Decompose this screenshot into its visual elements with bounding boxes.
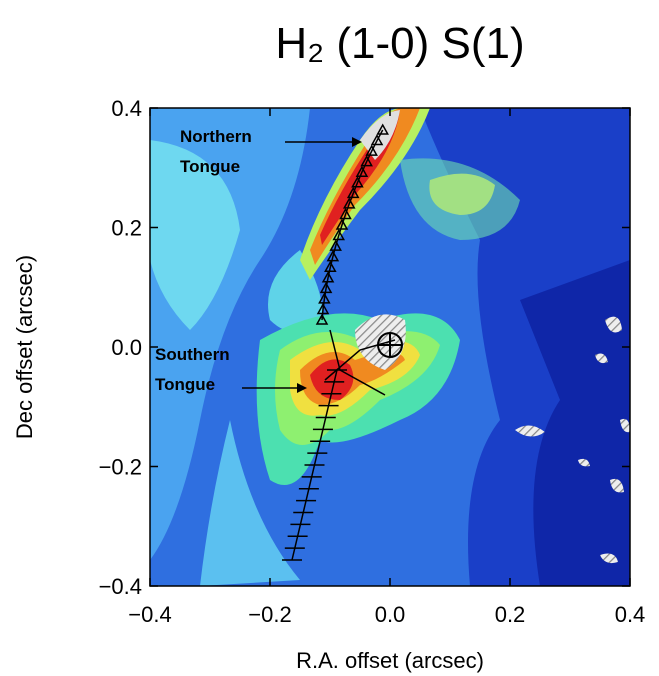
x-tick-label: −0.4: [128, 602, 171, 627]
track-marker: [346, 186, 360, 199]
track-line: [329, 329, 386, 396]
track-marker: [321, 271, 335, 283]
map-image: [150, 108, 630, 586]
annotation-text: Southern: [155, 345, 230, 364]
track-marker: [324, 260, 337, 272]
source-marker: [377, 332, 403, 358]
x-tick-label: 0.2: [495, 602, 526, 627]
track-marker: [360, 155, 373, 167]
track-marker: [319, 281, 333, 294]
track-marker: [365, 144, 378, 156]
y-tick-label: −0.2: [99, 455, 142, 480]
track-marker: [318, 292, 331, 304]
track-marker: [351, 176, 364, 188]
x-tick-label: −0.2: [248, 602, 291, 627]
track-marker: [370, 134, 384, 146]
y-tick-label: 0.2: [111, 216, 142, 241]
tracks: [282, 123, 396, 561]
annotation-text: Northern: [180, 127, 252, 146]
y-tick-label: −0.4: [99, 574, 142, 599]
track-marker: [326, 250, 340, 262]
chart-title: H₂ (1-0) S(1): [275, 19, 524, 68]
track-marker: [316, 302, 330, 315]
track-marker: [329, 239, 342, 251]
track-marker: [376, 123, 389, 135]
x-tick-label: 0.4: [615, 602, 646, 627]
y-tick-label: 0.4: [111, 96, 142, 121]
track-marker: [355, 165, 369, 177]
annotation-text: Tongue: [155, 375, 215, 394]
annotation-text: Tongue: [180, 157, 240, 176]
track-marker: [332, 229, 345, 241]
track-line: [324, 339, 396, 381]
annotation-arrowhead: [297, 383, 307, 393]
track-marker: [339, 207, 352, 220]
track-marker: [335, 218, 349, 230]
y-tick-label: 0.0: [111, 335, 142, 360]
track-marker: [315, 313, 329, 325]
annotation: Northern Tongue Southern Tongue: [155, 127, 362, 394]
annotation-arrowhead: [352, 137, 362, 147]
x-tick-label: 0.0: [375, 602, 406, 627]
x-axis-label: R.A. offset (arcsec): [296, 648, 484, 673]
track-marker: [342, 197, 356, 209]
track-line: [321, 129, 384, 321]
y-axis-label: Dec offset (arcsec): [12, 255, 37, 439]
